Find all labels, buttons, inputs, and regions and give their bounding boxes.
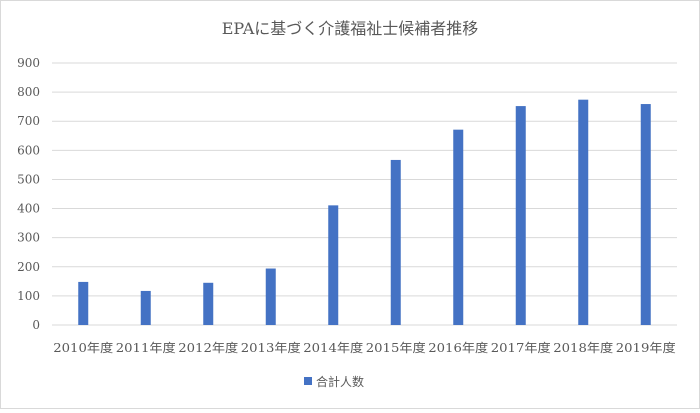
bar [640, 104, 651, 326]
chart-title: EPAに基づく介護福祉士候補者推移 [222, 19, 479, 38]
y-tick-label: 500 [17, 172, 40, 186]
y-tick-label: 800 [17, 85, 40, 99]
x-tick-label: 2015年度 [366, 340, 426, 355]
x-tick-label: 2013年度 [241, 340, 301, 355]
y-tick-label: 0 [32, 318, 40, 332]
bar [203, 282, 214, 325]
x-tick-label: 2010年度 [53, 340, 113, 355]
bars [78, 99, 651, 326]
x-tick-label: 2016年度 [428, 340, 488, 355]
y-tick-label: 400 [17, 202, 40, 216]
y-axis-ticks: 0 100 200 300 400 500 600 700 800 900 [17, 56, 40, 332]
bar [78, 281, 89, 325]
bar [453, 129, 464, 325]
gridlines [52, 62, 677, 326]
bar [390, 159, 401, 325]
y-tick-label: 300 [17, 231, 40, 245]
bar [328, 205, 339, 325]
legend-label: 合計人数 [316, 374, 364, 389]
bar [515, 106, 526, 325]
y-tick-label: 900 [17, 56, 40, 70]
x-axis-ticks: 2010年度 2011年度 2012年度 2013年度 2014年度 2015年度 2016… [53, 340, 676, 355]
x-tick-label: 2018年度 [553, 340, 613, 355]
y-tick-label: 600 [17, 143, 40, 157]
legend: 合計人数 [304, 374, 364, 389]
bar [578, 99, 589, 326]
x-tick-label: 2012年度 [178, 340, 238, 355]
y-tick-label: 100 [17, 289, 40, 303]
x-tick-label: 2011年度 [116, 340, 176, 355]
bar [265, 268, 276, 325]
x-tick-label: 2017年度 [491, 340, 551, 355]
bar [140, 290, 151, 325]
legend-swatch [304, 377, 312, 385]
x-tick-label: 2014年度 [303, 340, 363, 355]
y-tick-label: 200 [17, 260, 40, 274]
y-tick-label: 700 [17, 114, 40, 128]
x-tick-label: 2019年度 [616, 340, 676, 355]
